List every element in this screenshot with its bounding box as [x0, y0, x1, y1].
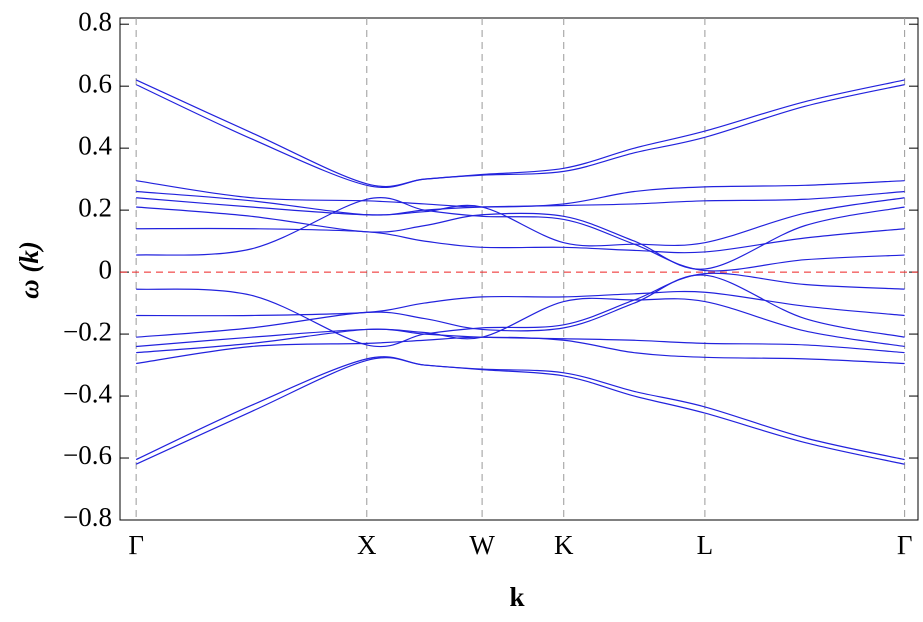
band-line	[136, 206, 905, 270]
y-tick-label: 0	[99, 254, 113, 284]
y-tick-label: 0.6	[78, 68, 112, 98]
band-line	[135, 84, 905, 189]
y-tick-label: −0.6	[63, 440, 112, 470]
x-tick-label: K	[554, 530, 574, 560]
x-tick-label: X	[357, 530, 377, 560]
band-line	[135, 79, 905, 188]
band-line	[135, 356, 905, 461]
band-line	[136, 197, 905, 247]
y-axis-label: ω (k)	[14, 241, 44, 299]
y-tick-label: 0.2	[78, 192, 112, 222]
band-line	[136, 328, 905, 354]
plot-frame	[119, 17, 919, 521]
band-line	[136, 227, 905, 254]
band-line	[136, 274, 905, 338]
y-tick-label: 0.4	[78, 130, 112, 160]
x-tick-label: Γ	[128, 530, 144, 560]
x-tick-label: L	[697, 530, 714, 560]
band-line	[136, 272, 905, 348]
band-line	[136, 190, 905, 216]
y-tick-label: −0.2	[63, 316, 112, 346]
band-line	[136, 180, 905, 208]
y-tick-label: 0.8	[78, 6, 112, 36]
x-tick-label: Γ	[897, 530, 913, 560]
band-line	[136, 297, 905, 348]
band-line	[136, 290, 905, 317]
band-line	[135, 357, 905, 465]
y-tick-label: −0.8	[63, 502, 112, 532]
x-axis-label: k	[509, 582, 524, 612]
band-line	[136, 336, 905, 365]
y-tick-label: −0.4	[63, 378, 112, 408]
band-line	[136, 197, 905, 272]
x-tick-label: W	[469, 530, 495, 560]
